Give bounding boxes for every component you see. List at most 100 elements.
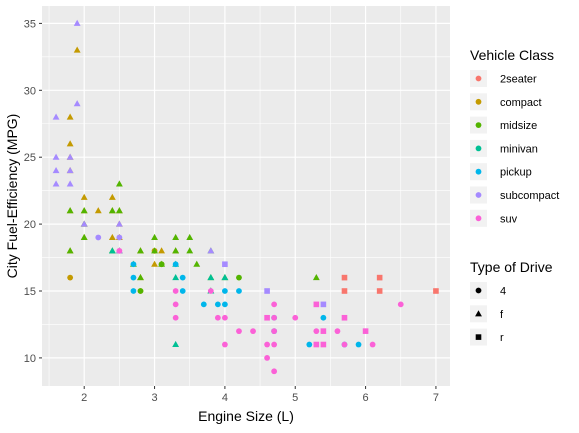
data-point xyxy=(264,314,270,321)
color-legend-label: pickup xyxy=(500,167,532,179)
data-point xyxy=(73,46,81,53)
data-point xyxy=(66,180,74,187)
data-point xyxy=(73,19,81,26)
data-point xyxy=(214,314,221,321)
data-point xyxy=(271,368,278,375)
shape-legend-title: Type of Drive xyxy=(470,259,553,275)
data-point xyxy=(137,274,144,281)
legend-key-marker xyxy=(475,75,482,82)
data-point xyxy=(200,301,207,308)
data-point xyxy=(66,247,74,254)
data-point xyxy=(186,247,194,254)
data-point xyxy=(397,301,404,308)
data-point xyxy=(172,247,180,254)
data-point xyxy=(95,234,102,241)
color-legend-label: minivan xyxy=(500,143,538,155)
data-point xyxy=(313,341,320,348)
data-point xyxy=(52,166,60,174)
data-point xyxy=(52,113,60,120)
legend-key-marker xyxy=(475,192,482,198)
data-point xyxy=(320,301,327,308)
data-point xyxy=(236,274,242,281)
data-point xyxy=(207,274,215,281)
legend-key-marker xyxy=(475,168,482,175)
data-point xyxy=(306,341,313,348)
legend-key-marker xyxy=(475,145,482,152)
data-point xyxy=(94,207,102,214)
y-tick-label: 25 xyxy=(24,152,36,164)
y-axis: 10 15 20 25 30 35 xyxy=(24,18,42,365)
data-point xyxy=(130,288,137,294)
x-tick-label: 2 xyxy=(81,392,87,404)
data-point xyxy=(236,288,242,294)
data-point xyxy=(172,301,179,308)
data-point xyxy=(108,233,116,240)
data-point xyxy=(207,288,214,294)
data-point xyxy=(320,314,327,321)
legend-key-marker xyxy=(475,215,482,222)
data-point xyxy=(108,247,116,254)
data-point xyxy=(179,274,186,281)
data-point xyxy=(52,180,60,187)
data-point xyxy=(271,314,278,321)
color-legend-label: compact xyxy=(500,97,542,109)
data-point xyxy=(236,328,242,335)
shape-legend: 4 fr xyxy=(470,282,506,346)
data-point xyxy=(80,193,88,200)
shape-legend-label: f xyxy=(500,309,504,321)
data-point xyxy=(312,274,320,281)
data-point xyxy=(264,355,271,361)
data-point xyxy=(151,247,158,254)
data-point xyxy=(221,301,228,308)
data-point xyxy=(108,207,116,214)
data-point xyxy=(52,153,60,160)
data-point xyxy=(362,328,369,334)
data-point xyxy=(172,340,180,348)
data-point xyxy=(66,140,74,147)
data-point xyxy=(433,288,439,294)
legend-key-marker xyxy=(475,98,482,105)
color-legend-label: 2seater xyxy=(500,74,537,86)
data-point xyxy=(313,328,320,335)
x-axis-title: Engine Size (L) xyxy=(198,408,294,424)
data-points xyxy=(52,19,439,375)
data-point xyxy=(66,207,74,214)
data-point xyxy=(292,314,299,321)
x-tick-label: 7 xyxy=(433,392,439,404)
plot-panel xyxy=(42,6,450,386)
data-point xyxy=(115,220,123,227)
data-point xyxy=(179,288,186,294)
data-point xyxy=(193,260,201,267)
data-point xyxy=(158,261,165,268)
shape-legend-label: 4 xyxy=(500,286,506,298)
data-point xyxy=(221,341,228,348)
color-legend-label: midsize xyxy=(500,120,537,132)
data-point xyxy=(137,247,144,254)
data-point xyxy=(207,247,215,254)
data-point xyxy=(250,328,256,335)
data-point xyxy=(320,341,327,348)
data-point xyxy=(341,314,348,321)
y-tick-label: 15 xyxy=(24,286,36,298)
data-point xyxy=(130,274,137,281)
data-point xyxy=(172,274,180,281)
y-axis-title: City Fuel-Efficiency (MPG) xyxy=(4,114,20,279)
x-tick-label: 5 xyxy=(292,392,298,404)
legend-key-marker xyxy=(475,310,482,317)
data-point xyxy=(221,274,229,281)
color-legend-label: suv xyxy=(500,213,518,225)
data-point xyxy=(80,220,88,227)
data-point xyxy=(376,288,383,294)
color-legend-title: Vehicle Class xyxy=(470,47,554,63)
data-point xyxy=(116,234,123,241)
data-point xyxy=(355,341,362,348)
data-point xyxy=(271,301,278,308)
data-point xyxy=(151,233,158,240)
data-point xyxy=(186,233,194,240)
data-point xyxy=(80,207,88,214)
data-point xyxy=(66,113,74,120)
data-point xyxy=(264,288,270,294)
data-point xyxy=(214,301,221,308)
data-point xyxy=(151,260,158,267)
data-point xyxy=(66,166,74,174)
